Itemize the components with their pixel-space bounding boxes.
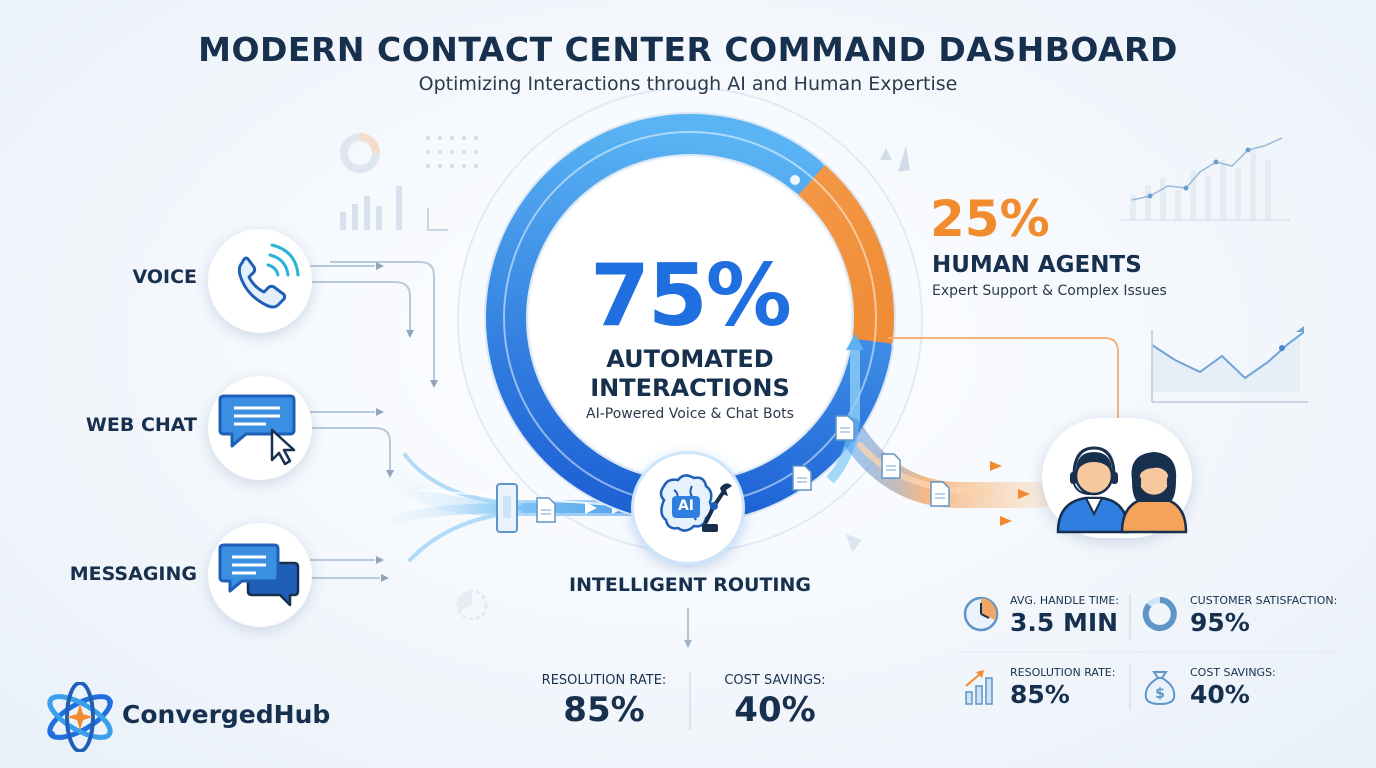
cost-savings-value: 40% xyxy=(734,690,816,730)
routing-hub[interactable]: AI xyxy=(634,454,742,562)
automated-percent: 75% xyxy=(590,246,792,346)
human-ring-segment xyxy=(486,114,894,522)
orange-connector-line xyxy=(888,337,1119,418)
channel-web-chat[interactable] xyxy=(208,376,312,480)
routing-label: INTELLIGENT ROUTING xyxy=(569,574,811,596)
top-right-chart-decoration xyxy=(1120,137,1290,221)
ai-badge: AI xyxy=(677,498,695,514)
agent-cost-savings-label: COST SAVINGS: xyxy=(1190,666,1276,679)
avg-handle-time-label: AVG. HANDLE TIME: xyxy=(1010,594,1120,607)
agent-resolution-rate-label: RESOLUTION RATE: xyxy=(1010,666,1116,679)
agent-resolution-rate-value: 85% xyxy=(1010,680,1070,709)
cost-savings-label: COST SAVINGS: xyxy=(724,673,826,688)
channel-label-messaging: MESSAGING xyxy=(69,563,197,585)
channel-label-web-chat: WEB CHAT xyxy=(85,414,197,436)
human-percent: 25% xyxy=(930,190,1050,248)
atom-star-logo-icon[interactable] xyxy=(40,682,120,752)
ring-inner xyxy=(530,158,850,478)
page-subtitle: Optimizing Interactions through AI and H… xyxy=(418,73,958,95)
left-bars-decoration xyxy=(340,186,402,230)
bar-growth-icon xyxy=(965,670,993,705)
brand-name[interactable]: ConvergedHub xyxy=(122,700,331,729)
avg-handle-time-value: 3.5 MIN xyxy=(1010,608,1119,637)
svg-text:$: $ xyxy=(1155,686,1165,702)
agents-card[interactable] xyxy=(1042,418,1192,538)
channel-label-voice: VOICE xyxy=(132,266,197,288)
customer-satisfaction-value: 95% xyxy=(1190,608,1250,637)
chat-cursor-icon xyxy=(218,394,296,466)
page-title: MODERN CONTACT CENTER COMMAND DASHBOARD xyxy=(198,30,1178,69)
human-label: HUMAN AGENTS xyxy=(932,252,1142,278)
messaging-icon xyxy=(218,543,300,607)
customer-satisfaction-label: CUSTOMER SATISFACTION: xyxy=(1190,594,1338,607)
money-bag-icon: $ xyxy=(1144,671,1176,706)
triangle-decoration xyxy=(880,146,910,172)
automated-label: AUTOMATED INTERACTIONS xyxy=(590,345,790,402)
top-left-donut-decoration xyxy=(340,133,380,173)
human-subtitle: Expert Support & Complex Issues xyxy=(932,283,1167,299)
phone-icon xyxy=(237,243,300,309)
channel-messaging[interactable] xyxy=(208,523,312,627)
connector-arrowheads xyxy=(376,262,438,582)
agent-cost-savings-value: 40% xyxy=(1190,680,1250,709)
right-area-chart-decoration xyxy=(1151,326,1308,403)
resolution-rate-label: RESOLUTION RATE: xyxy=(541,673,667,688)
automated-subtitle: AI-Powered Voice & Chat Bots xyxy=(586,406,794,422)
ai-brain-robot-icon xyxy=(659,474,732,532)
outgoing-flow-to-agents xyxy=(837,417,1053,508)
channel-voice[interactable] xyxy=(208,229,312,333)
clock-icon xyxy=(963,596,999,632)
human-agents-icon xyxy=(1056,446,1188,534)
channel-connector-lines xyxy=(310,261,435,579)
donut-icon xyxy=(1142,597,1177,631)
resolution-rate-value: 85% xyxy=(563,690,645,730)
orange-flow-arrows xyxy=(990,461,1030,526)
cursor-decoration xyxy=(846,534,862,552)
bottom-left-pie-decoration xyxy=(456,589,488,621)
dot-grid-decoration xyxy=(426,136,478,168)
